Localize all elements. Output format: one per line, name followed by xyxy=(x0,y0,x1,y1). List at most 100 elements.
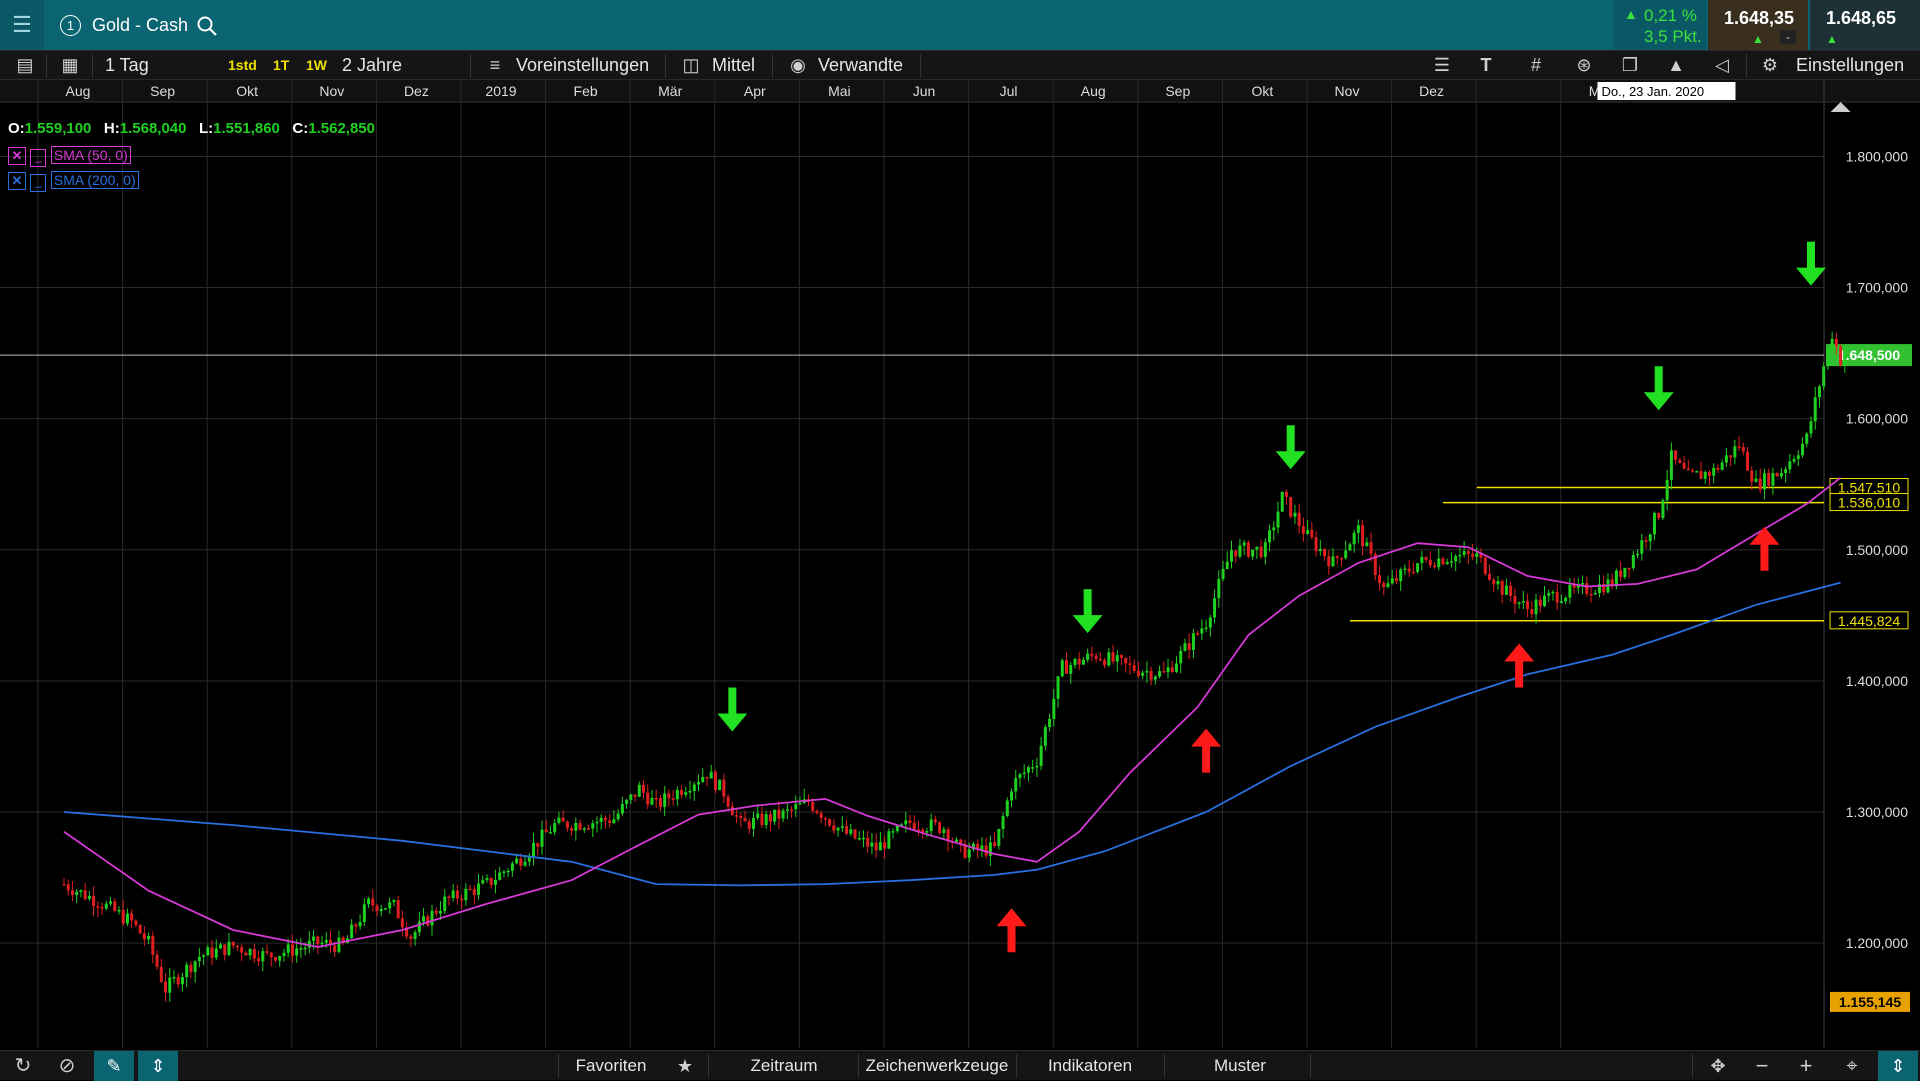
candle-body xyxy=(1796,455,1800,460)
candle-body xyxy=(845,826,849,834)
candle-body xyxy=(840,826,844,828)
candle-body xyxy=(337,937,341,952)
candle-body xyxy=(1454,556,1458,562)
price-chart[interactable]: Aug Sep Okt Nov Dez 2019 Feb Mär Apr Mai Jun Jul Aug… xyxy=(0,80,1920,1050)
indicators-button[interactable]: Indikatoren xyxy=(1047,1056,1133,1075)
search-icon[interactable] xyxy=(196,15,218,37)
candle-body xyxy=(1217,578,1221,599)
candle-body xyxy=(362,904,366,922)
pencil-icon[interactable]: ✎ xyxy=(94,1051,134,1081)
candle-body xyxy=(210,947,214,958)
candle-body xyxy=(1483,557,1487,574)
instrument-selector[interactable]: 1 Gold - Cash xyxy=(46,6,226,44)
interval-1t-button[interactable]: 1T xyxy=(273,57,290,73)
timeframe-button[interactable]: Zeitraum xyxy=(750,1056,818,1075)
candle-body xyxy=(1513,595,1517,604)
candle-body xyxy=(350,924,354,939)
candle-body xyxy=(1035,765,1039,768)
quote-change: ▲ 0,21 % 3,5 Pkt. xyxy=(1614,0,1706,50)
candle-body xyxy=(307,940,311,948)
reset-zoom-icon[interactable]: ✥ xyxy=(1710,1056,1726,1076)
divider xyxy=(558,1054,559,1078)
candle-body xyxy=(1238,545,1242,557)
tag-icon[interactable]: ◁ xyxy=(1715,55,1729,75)
chart-type-icon[interactable]: ▲ xyxy=(1667,55,1685,75)
vertical-zoom-icon[interactable]: ⇕ xyxy=(1878,1051,1918,1081)
candle-body xyxy=(1441,558,1445,565)
candle-body xyxy=(219,944,223,949)
candle-body xyxy=(1614,570,1618,587)
candle-body xyxy=(1010,791,1014,801)
settings-button[interactable]: Einstellungen xyxy=(1796,55,1905,75)
candle-body xyxy=(819,813,823,819)
buy-signal-arrow xyxy=(1749,526,1780,571)
candle-body xyxy=(993,842,997,846)
copy-icon[interactable]: ❐ xyxy=(1621,55,1639,75)
candle-body xyxy=(109,901,113,904)
interval-1std-button[interactable]: 1std xyxy=(228,57,257,73)
star-icon[interactable]: ★ xyxy=(676,1056,694,1076)
buy-signal-arrow xyxy=(996,908,1027,953)
patterns-button[interactable]: Muster xyxy=(1214,1056,1266,1075)
period-selector[interactable]: 1 Tag xyxy=(105,55,149,75)
x-tick-label: 2019 xyxy=(485,83,516,99)
candle-body xyxy=(1712,467,1716,476)
candle-body xyxy=(866,837,870,847)
indicator-sma50[interactable]: ✕ _ SMA (50, 0) xyxy=(8,146,131,167)
candle-body xyxy=(1136,670,1140,676)
candle-body xyxy=(942,829,946,833)
candle-body xyxy=(100,907,104,909)
no-entry-icon[interactable]: ⊘ xyxy=(58,1055,76,1077)
candle-body xyxy=(883,842,887,849)
move-icon[interactable]: ⇕ xyxy=(138,1051,178,1081)
drawing-tools-button[interactable]: Zeichenwerkzeuge xyxy=(865,1056,1009,1075)
candle-body xyxy=(1597,584,1601,594)
candle-body xyxy=(1153,676,1157,680)
presets-button[interactable]: Voreinstellungen xyxy=(516,55,650,75)
candle-body xyxy=(1301,525,1305,534)
candle-body xyxy=(1530,609,1534,615)
ask-price[interactable]: 1.648,65 ▲ xyxy=(1810,0,1920,50)
candle-body xyxy=(1661,500,1665,519)
candle-body xyxy=(1674,450,1678,460)
zoom-in-icon[interactable]: + xyxy=(1799,1053,1813,1078)
support-level-label: 1.536,010 xyxy=(1838,495,1900,511)
x-tick-label: Okt xyxy=(236,83,258,99)
candle-body xyxy=(1145,670,1149,673)
crosshair-grid-icon[interactable]: ⊛ xyxy=(1576,55,1592,75)
text-size-icon[interactable]: T xyxy=(1480,55,1492,75)
candle-body xyxy=(828,819,832,826)
candle-body xyxy=(1026,767,1030,773)
candle-body xyxy=(104,903,108,909)
menu-button[interactable]: ☰ xyxy=(0,0,44,50)
indicator-mode-button[interactable]: Mittel xyxy=(712,55,756,75)
candle-body xyxy=(1623,567,1627,578)
grid-icon[interactable]: # xyxy=(1530,55,1541,75)
x-tick-label: Sep xyxy=(150,83,175,99)
interval-1w-button[interactable]: 1W xyxy=(306,57,327,73)
favorites-button[interactable]: Favoriten xyxy=(575,1056,647,1075)
candle-body xyxy=(1234,550,1238,557)
candle-body xyxy=(756,813,760,818)
list-lines-icon[interactable]: ☰ xyxy=(1433,55,1451,75)
candle-body xyxy=(916,829,920,832)
candle-body xyxy=(1547,593,1551,596)
candle-body xyxy=(1259,546,1263,557)
indicator-sma200[interactable]: ✕ _ SMA (200, 0) xyxy=(8,171,139,192)
candle-body xyxy=(231,941,235,946)
crosshair-icon[interactable]: ⌖ xyxy=(1846,1055,1858,1077)
candle-body xyxy=(1652,513,1656,535)
zoom-out-icon[interactable]: − xyxy=(1755,1053,1769,1078)
bid-price[interactable]: 1.648,35 ▲ - xyxy=(1708,0,1808,50)
candle-body xyxy=(739,815,743,819)
layout-icon[interactable]: ▦ xyxy=(61,55,79,75)
remove-indicator-icon[interactable]: ✕ xyxy=(8,172,26,190)
y-tick-label: 1.500,000 xyxy=(1846,542,1908,558)
list-icon[interactable]: ▤ xyxy=(16,55,34,75)
refresh-icon[interactable]: ↻ xyxy=(14,1055,32,1077)
candle-body xyxy=(612,819,616,824)
time-axis-strip xyxy=(0,80,1920,102)
related-button[interactable]: Verwandte xyxy=(818,55,904,75)
remove-indicator-icon[interactable]: ✕ xyxy=(8,147,26,165)
range-selector[interactable]: 2 Jahre xyxy=(342,55,403,75)
